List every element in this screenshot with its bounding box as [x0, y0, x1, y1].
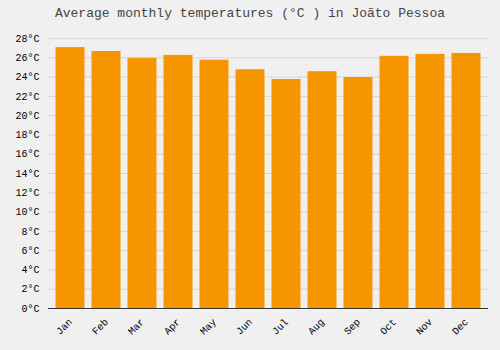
svg-text:6°C: 6°C [21, 246, 39, 257]
svg-text:14°C: 14°C [15, 169, 39, 180]
svg-text:Aug: Aug [306, 317, 327, 338]
svg-text:26°C: 26°C [15, 53, 39, 64]
svg-text:2°C: 2°C [21, 284, 39, 295]
svg-text:4°C: 4°C [21, 265, 39, 276]
svg-text:Feb: Feb [90, 317, 111, 338]
svg-text:Sep: Sep [342, 317, 363, 338]
html-text:Average monthly temperatures (: Average monthly temperatures (°C ) in Jo… [55, 6, 445, 21]
svg-text:24°C: 24°C [15, 72, 39, 83]
svg-text:22°C: 22°C [15, 92, 39, 103]
svg-text:Jul: Jul [270, 317, 291, 338]
svg-text:0°C: 0°C [21, 304, 39, 315]
svg-text:Nov: Nov [414, 317, 435, 338]
svg-text:12°C: 12°C [15, 188, 39, 199]
svg-text:Jan: Jan [54, 317, 75, 338]
svg-text:8°C: 8°C [21, 227, 39, 238]
svg-text:Apr: Apr [162, 317, 183, 338]
svg-text:10°C: 10°C [15, 207, 39, 218]
svg-text:Dec: Dec [450, 317, 471, 338]
svg-text:16°C: 16°C [15, 149, 39, 160]
svg-text:28°C: 28°C [15, 34, 39, 45]
svg-text:20°C: 20°C [15, 111, 39, 122]
svg-text:Jun: Jun [234, 317, 255, 338]
svg-text:Oct: Oct [378, 317, 399, 338]
svg-text:Mar: Mar [126, 317, 147, 338]
svg-text:May: May [198, 317, 219, 338]
svg-text:18°C: 18°C [15, 130, 39, 141]
